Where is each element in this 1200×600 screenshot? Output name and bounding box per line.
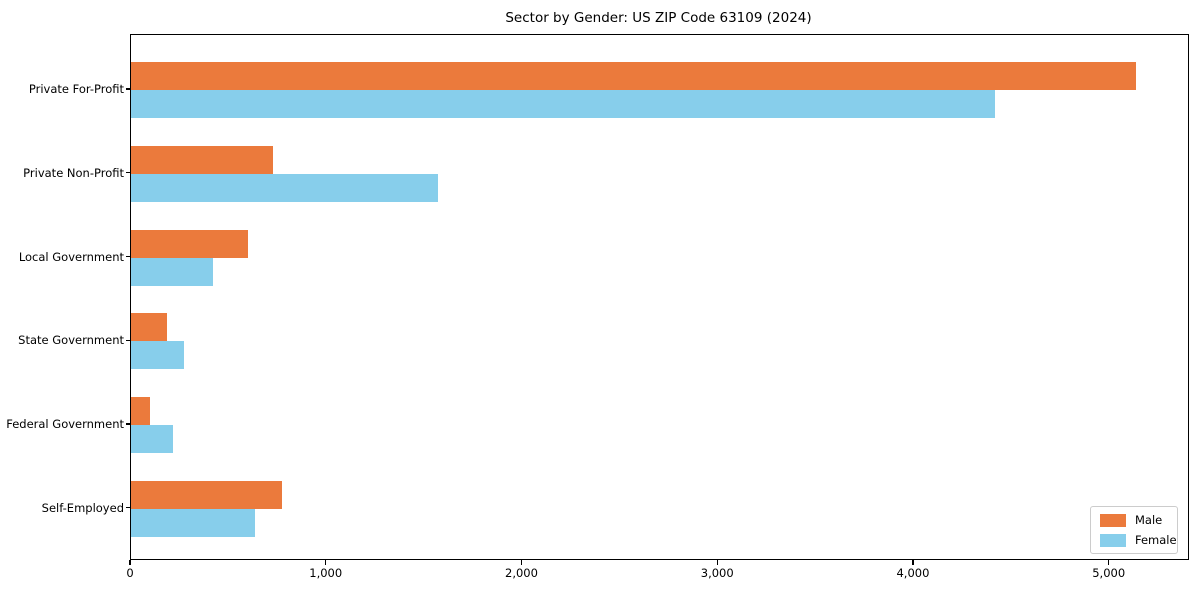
x-tick-label-2-000: 2,000: [505, 566, 538, 580]
y-tick-label-self-employed: Self-Employed: [41, 500, 124, 515]
legend-label-male: Male: [1135, 513, 1163, 527]
bar-female-federal-government: [131, 425, 174, 454]
x-tick-label-0: 0: [126, 566, 134, 580]
x-tick-label-5-000: 5,000: [1092, 566, 1126, 580]
bar-male-private-for-profit: [131, 62, 1137, 90]
y-tick-mark: [126, 255, 131, 258]
x-tick-mark: [1108, 559, 1110, 565]
y-tick-mark: [126, 339, 131, 341]
y-tick-mark: [126, 423, 131, 425]
bar-female-private-for-profit: [131, 90, 996, 118]
y-tick-label-private-non-profit: Private Non-Profit: [23, 165, 124, 180]
bar-female-state-government: [131, 341, 184, 370]
bar-male-private-non-profit: [131, 145, 273, 174]
legend: Male Female: [1090, 506, 1178, 554]
legend-label-female: Female: [1135, 533, 1177, 547]
bar-female-local-government: [131, 257, 214, 286]
x-tick-label-1-000: 1,000: [309, 566, 343, 580]
y-tick-label-local-government: Local Government: [18, 249, 124, 264]
x-tick-label-4-000: 4,000: [896, 566, 930, 580]
y-tick-label-state-government: State Government: [18, 333, 124, 348]
bar-male-state-government: [131, 313, 168, 342]
x-tick-mark: [129, 559, 131, 565]
chart-title: Sector by Gender: US ZIP Code 63109 (202…: [505, 10, 812, 26]
legend-swatch-male: [1100, 513, 1126, 527]
y-tick-mark: [126, 172, 131, 174]
bar-male-self-employed: [131, 480, 282, 509]
plot-area: [130, 34, 1189, 560]
y-tick-mark: [126, 88, 131, 90]
y-tick-label-private-for-profit: Private For-Profit: [28, 82, 124, 96]
x-tick-mark: [716, 559, 718, 565]
bar-male-federal-government: [131, 397, 150, 426]
x-tick-mark: [325, 559, 327, 565]
x-tick-mark: [520, 559, 523, 565]
legend-item-male: Male: [1100, 513, 1177, 527]
bar-female-private-non-profit: [131, 173, 439, 202]
x-tick-label-3-000: 3,000: [700, 566, 734, 580]
bar-male-local-government: [131, 229, 248, 258]
x-tick-mark: [912, 559, 914, 565]
legend-swatch-female: [1100, 533, 1126, 547]
y-tick-label-federal-government: Federal Government: [6, 417, 124, 432]
bar-female-self-employed: [131, 508, 256, 537]
legend-item-female: Female: [1100, 533, 1177, 547]
y-tick-mark: [126, 507, 131, 509]
